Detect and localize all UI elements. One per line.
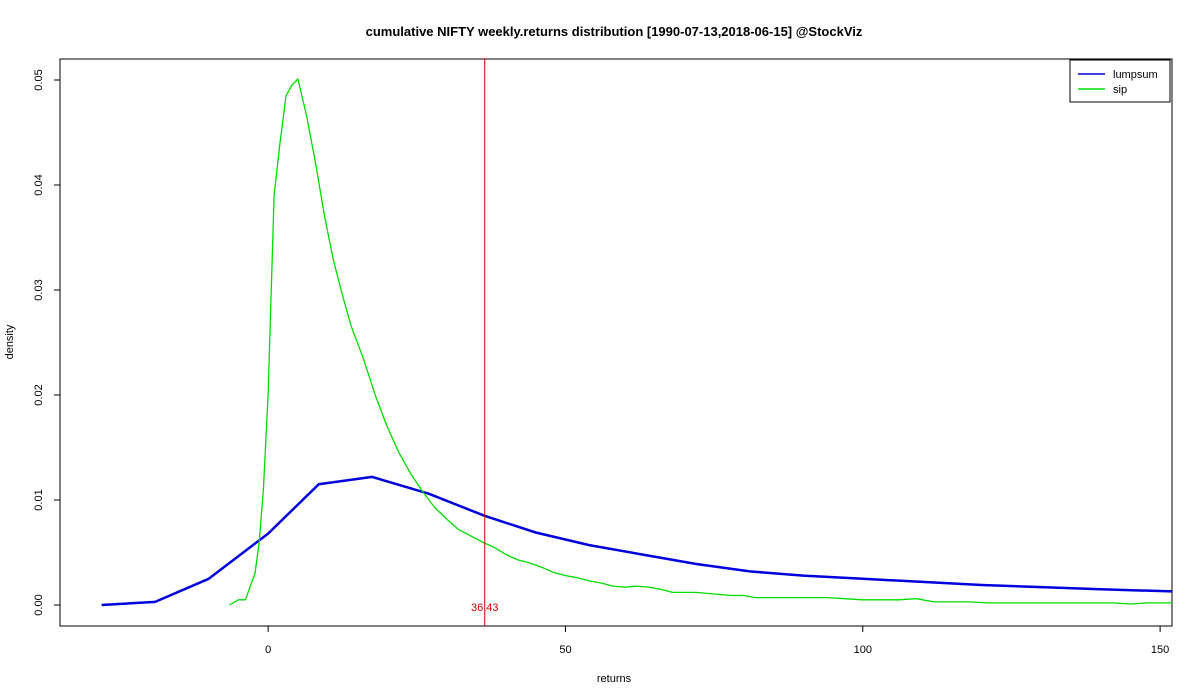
series-layer bbox=[101, 78, 1173, 607]
legend-label-lumpsum: lumpsum bbox=[1113, 69, 1158, 81]
x-tick-label: 0 bbox=[265, 644, 271, 656]
legend-label-sip: sip bbox=[1113, 84, 1127, 96]
legend-box bbox=[1069, 59, 1171, 103]
y-axis-label: density bbox=[4, 324, 16, 359]
y-axis: 0.00 0.01 0.02 0.03 0.04 0.05 bbox=[33, 69, 60, 616]
series-line-sip bbox=[229, 78, 1172, 606]
y-tick-label: 0.04 bbox=[33, 174, 45, 195]
y-tick-label: 0.00 bbox=[33, 594, 45, 615]
x-tick-label: 150 bbox=[1151, 644, 1169, 656]
y-tick-label: 0.02 bbox=[33, 384, 45, 405]
y-tick-label: 0.03 bbox=[33, 279, 45, 300]
reference-line-label: 36.43 bbox=[471, 602, 499, 614]
series-line-lumpsum bbox=[101, 475, 1173, 607]
y-tick-label: 0.01 bbox=[33, 489, 45, 510]
legend: lumpsum sip bbox=[1069, 59, 1171, 103]
x-axis: 0 50 100 150 bbox=[265, 626, 1169, 656]
plot-frame bbox=[59, 58, 1173, 627]
y-tick-label: 0.05 bbox=[33, 69, 45, 90]
reference-line-layer: 36.43 bbox=[471, 59, 499, 626]
chart-title: cumulative NIFTY weekly.returns distribu… bbox=[366, 24, 863, 39]
x-tick-label: 50 bbox=[559, 644, 571, 656]
x-axis-label: returns bbox=[597, 673, 632, 685]
x-tick-label: 100 bbox=[854, 644, 872, 656]
